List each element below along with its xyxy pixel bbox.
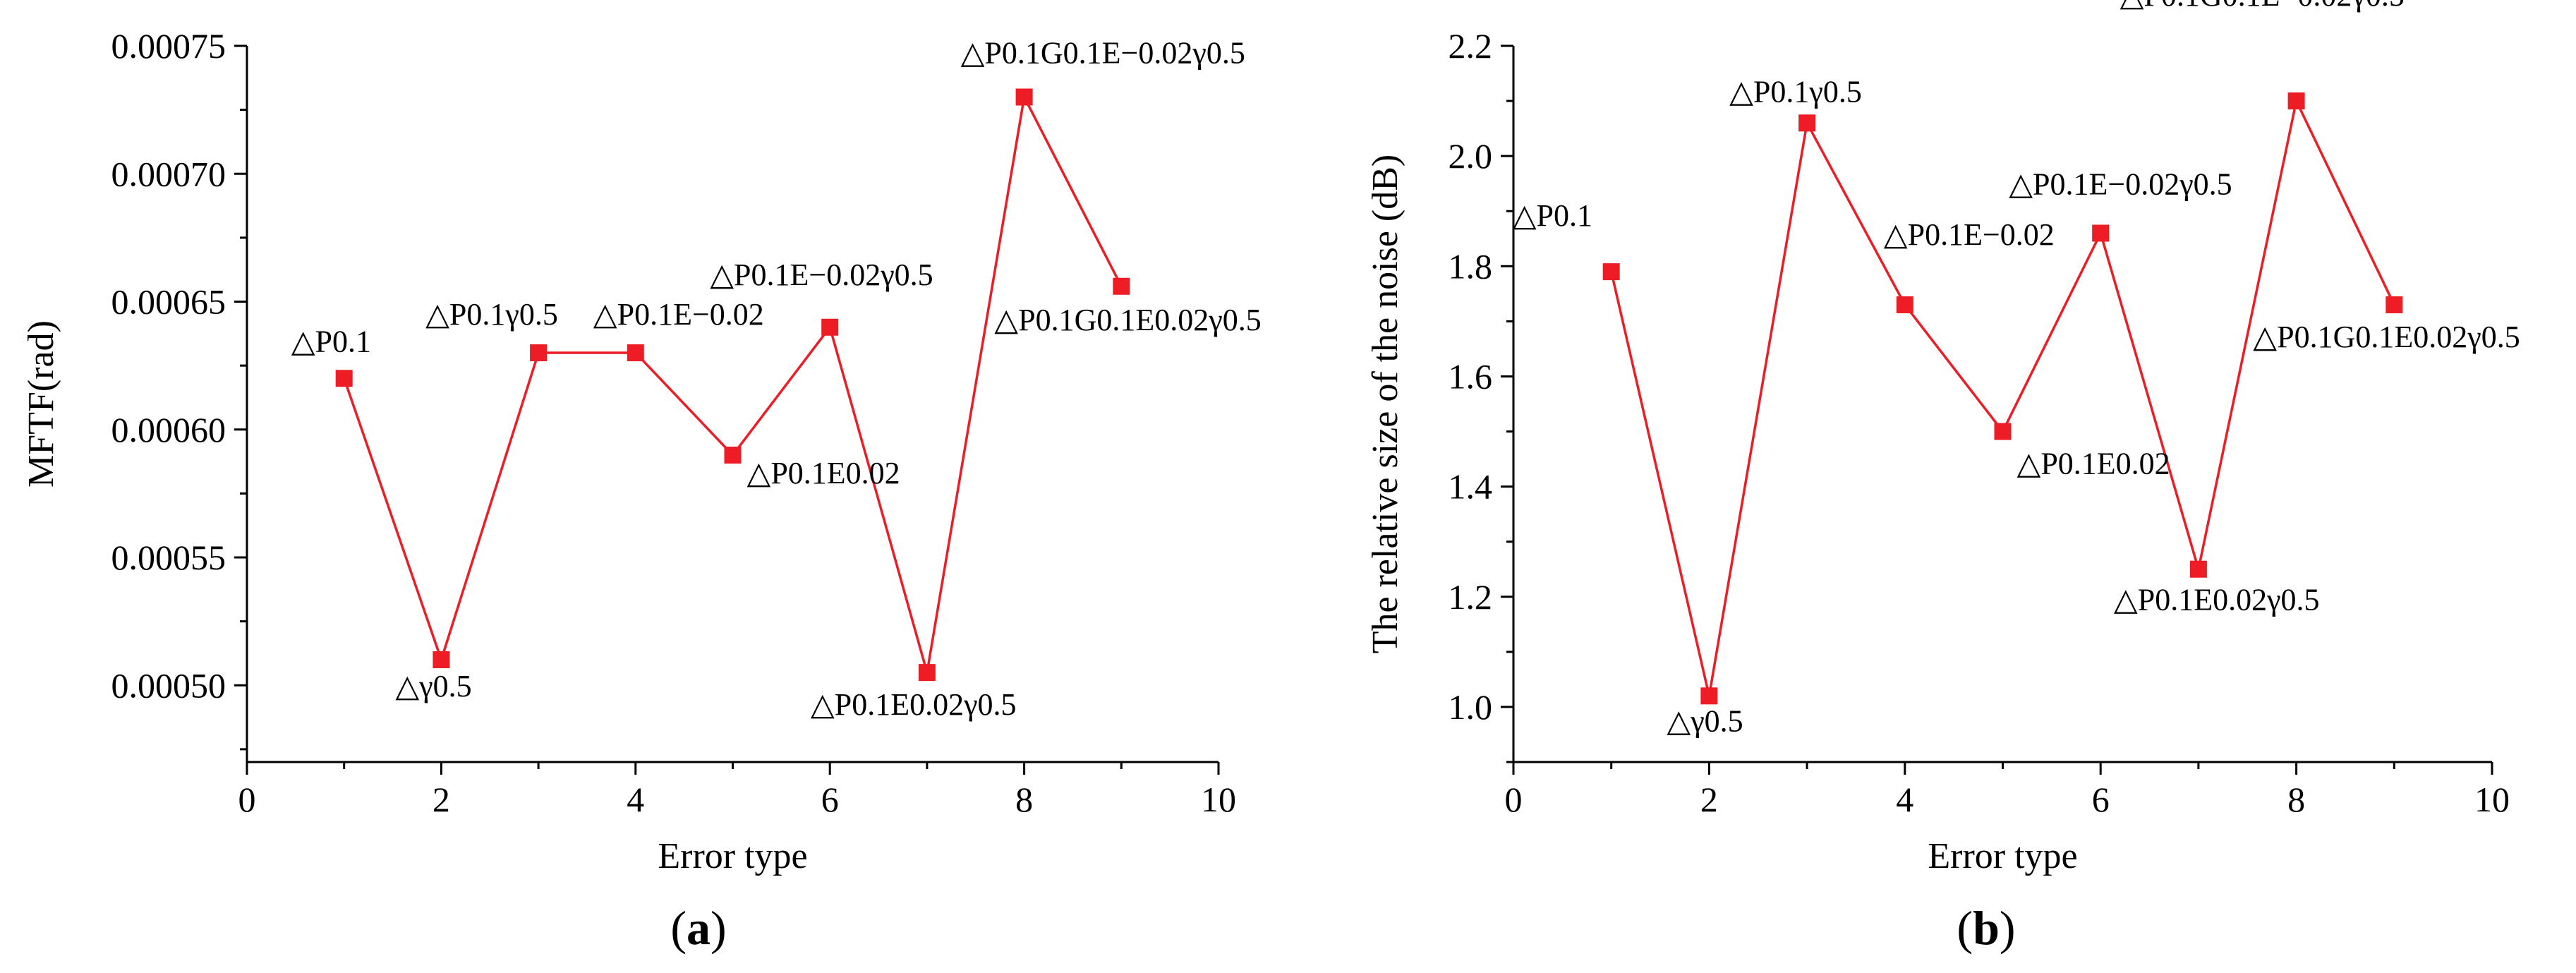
data-point-label: △P0.1G0.1E0.02γ0.5 — [2253, 320, 2520, 354]
x-tick-label: 6 — [821, 780, 839, 819]
data-point-marker — [2385, 296, 2403, 313]
y-axis-title: The relative size of the noise (dB) — [1365, 155, 1405, 654]
y-tick-label: 1.6 — [1449, 356, 1493, 396]
data-point-marker — [1896, 296, 1913, 313]
chart-panel-a: 0 2 4 6 8 10 0.00050 0.00055 0.00060 0.00065 0.000… — [21, 26, 1262, 955]
panel-label-open-paren: ( — [1957, 901, 1973, 955]
x-tick-label: 6 — [2092, 780, 2110, 819]
y-axis-title: MFTF(rad) — [21, 320, 61, 488]
y-tick-label: 2.0 — [1449, 136, 1493, 176]
x-tick-label: 0 — [1505, 780, 1523, 819]
data-point-label: △P0.1E−0.02 — [1884, 217, 2055, 252]
data-point-label: △P0.1G0.1E−0.02γ0.5 — [2120, 0, 2405, 13]
data-point-label: △γ0.5 — [1667, 703, 1743, 738]
data-point-marker — [1700, 687, 1718, 705]
x-tick-label: 4 — [627, 780, 644, 819]
data-point-label: △P0.1E−0.02 — [593, 297, 764, 332]
panel-label-open-paren: ( — [670, 901, 687, 955]
x-tick-label: 10 — [2474, 780, 2510, 819]
data-point-marker — [918, 664, 936, 682]
data-point-label: △P0.1E0.02 — [2017, 447, 2170, 481]
x-tick-label: 2 — [433, 780, 450, 819]
panel-label-letter: b — [1973, 901, 2000, 955]
data-point-marker — [724, 447, 742, 464]
data-point-marker — [627, 344, 644, 361]
data-point-label: △P0.1 — [291, 324, 371, 358]
y-tick-label: 1.8 — [1449, 246, 1493, 286]
data-point-label: △P0.1γ0.5 — [425, 297, 558, 332]
panel-label: (a) — [670, 901, 726, 955]
y-tick-label: 1.4 — [1449, 467, 1493, 507]
data-point-label: △P0.1E−0.02γ0.5 — [710, 258, 933, 292]
data-point-marker — [1113, 277, 1130, 295]
chart-panel-b: 0 2 4 6 8 10 1.0 1.2 1.4 1.6 1.8 2.0 2.2 Error type Th… — [1365, 0, 2520, 955]
y-tick-label: 1.2 — [1449, 577, 1493, 617]
data-point-label: △P0.1G0.1E0.02γ0.5 — [994, 303, 1261, 337]
data-point-marker — [1994, 423, 2012, 440]
data-point-marker — [530, 344, 548, 361]
data-point-label: △P0.1 — [1513, 198, 1592, 233]
data-point-marker — [1015, 88, 1033, 106]
x-tick-label: 8 — [2287, 780, 2305, 819]
y-tick-label: 0.00075 — [111, 26, 226, 66]
panel-label-letter: a — [687, 901, 710, 955]
data-point-label: △P0.1γ0.5 — [1729, 74, 1862, 109]
data-point-marker — [2287, 92, 2305, 110]
y-tick-label: 0.00065 — [111, 282, 226, 322]
y-tick-label: 0.00070 — [111, 154, 226, 193]
y-tick-label: 0.00060 — [111, 410, 226, 449]
x-axis-title: Error type — [658, 836, 807, 876]
data-point-label: △P0.1E0.02 — [747, 456, 900, 490]
data-point-marker — [2189, 560, 2207, 578]
x-axis-title: Error type — [1928, 836, 2077, 876]
x-tick-label: 2 — [1700, 780, 1718, 819]
series-line — [343, 93, 1123, 673]
x-tick-label: 8 — [1015, 780, 1033, 819]
data-point-label: △P0.1E0.02γ0.5 — [811, 687, 1017, 722]
y-tick-label: 2.2 — [1449, 26, 1493, 66]
panel-label-close-paren: ) — [710, 901, 727, 955]
data-point-label: △γ0.5 — [395, 669, 471, 703]
data-point-marker — [1798, 114, 1816, 132]
data-point-marker — [335, 370, 353, 387]
data-point-marker — [821, 318, 839, 336]
y-tick-label: 0.00055 — [111, 538, 226, 577]
panel-label-close-paren: ) — [2000, 901, 2016, 955]
data-point-label: △P0.1E−0.02γ0.5 — [2009, 167, 2232, 201]
data-point-label: △P0.1E0.02γ0.5 — [2114, 583, 2320, 617]
x-tick-label: 4 — [1896, 780, 1913, 819]
y-tick-label: 1.0 — [1449, 687, 1493, 727]
data-point-marker — [2092, 224, 2110, 242]
data-point-marker — [1602, 263, 1620, 281]
x-tick-label: 0 — [238, 780, 256, 819]
y-tick-label: 0.00050 — [111, 665, 226, 705]
data-point-marker — [433, 651, 450, 668]
panel-label: (b) — [1957, 901, 2015, 955]
x-tick-label: 10 — [1201, 780, 1236, 819]
data-point-label: △P0.1G0.1E−0.02γ0.5 — [961, 36, 1245, 71]
